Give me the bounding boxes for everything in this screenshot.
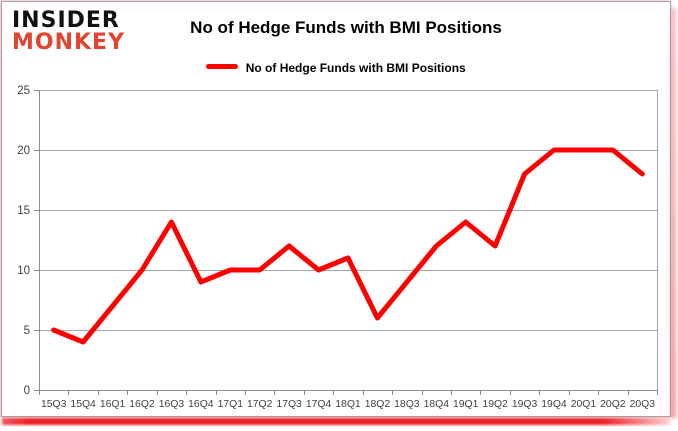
y-tick-label: 0 — [24, 385, 30, 397]
x-tick-label: 20Q2 — [600, 399, 626, 410]
x-tick-label: 16Q1 — [100, 399, 126, 410]
y-tick-label: 20 — [17, 145, 30, 157]
y-tick-label: 5 — [24, 325, 30, 337]
axes — [34, 90, 658, 395]
x-tick-label: 18Q1 — [335, 399, 361, 410]
x-tick-label: 15Q4 — [70, 399, 96, 410]
red-shadow-bottom — [2, 418, 670, 425]
chart-title: No of Hedge Funds with BMI Positions — [190, 18, 502, 37]
logo-line-insider: INSIDER — [12, 8, 120, 33]
legend-line-swatch — [206, 64, 239, 70]
x-tick-label: 17Q4 — [306, 399, 332, 410]
chart-card: INSIDER MONKEY No of Hedge Funds with BM… — [1, 1, 671, 417]
x-tick-label: 19Q2 — [482, 399, 508, 410]
x-tick-label: 16Q2 — [129, 399, 155, 410]
x-tick-label: 18Q3 — [394, 399, 420, 410]
x-tick-label: 19Q3 — [512, 399, 538, 410]
x-tick-label: 17Q2 — [247, 399, 273, 410]
red-shadow-right — [671, 8, 676, 418]
x-tick-label: 16Q4 — [188, 399, 214, 410]
insider-monkey-logo: INSIDER MONKEY — [12, 10, 125, 53]
legend-label: No of Hedge Funds with BMI Positions — [245, 60, 466, 75]
x-tick-label: 16Q3 — [159, 399, 185, 410]
series-line — [51, 147, 645, 345]
x-tick-label: 19Q1 — [453, 399, 479, 410]
x-tick-label: 20Q1 — [571, 399, 597, 410]
x-tick-label: 15Q3 — [41, 399, 67, 410]
y-tick-label: 10 — [17, 265, 30, 277]
x-tick-label: 20Q3 — [630, 399, 656, 410]
x-tick-label: 17Q3 — [276, 399, 302, 410]
gridlines — [39, 90, 658, 391]
y-tick-label: 25 — [17, 85, 30, 97]
x-tick-label: 18Q4 — [424, 399, 450, 410]
legend: No of Hedge Funds with BMI Positions — [2, 59, 670, 75]
y-tick-label: 15 — [17, 205, 30, 217]
x-tick-label: 18Q2 — [365, 399, 391, 410]
x-tick-label: 17Q1 — [218, 399, 244, 410]
logo-line-monkey: MONKEY — [12, 29, 126, 55]
x-tick-label: 19Q4 — [541, 399, 567, 410]
